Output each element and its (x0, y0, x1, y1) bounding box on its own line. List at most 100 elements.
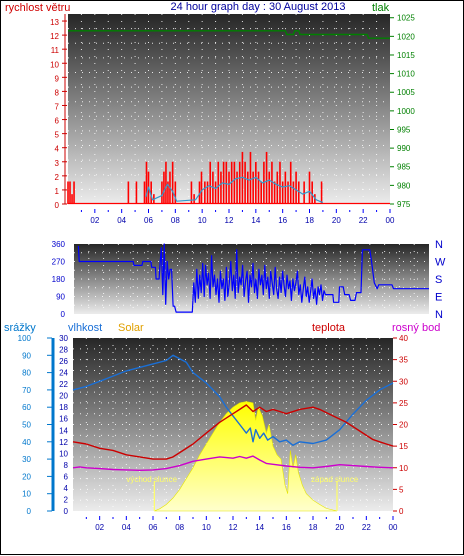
sunset-label: západ slunce (311, 475, 359, 484)
pressure-tick-label: 1015 (397, 51, 415, 60)
humidity-tick-label: 30 (59, 334, 68, 343)
pressure-tick-label: 1005 (397, 88, 415, 97)
direction-degree-label: 90 (56, 293, 65, 302)
humidity-solar-marks: východ slunce západ slunce (72, 354, 394, 512)
pressure-tick-label: 975 (397, 200, 411, 209)
rain-tick-label: 20 (22, 472, 31, 481)
pressure-tick-label: 980 (397, 181, 411, 190)
hour-tick-label: 06 (149, 523, 158, 532)
wind-gust-line (145, 176, 324, 204)
sunrise-label: východ slunce (126, 475, 177, 484)
wind-speed-tick-label: 6 (55, 117, 60, 126)
wind-speed-tick-label: 7 (55, 102, 60, 111)
hour-tick-label: 16 (278, 216, 287, 225)
humidity-tick-label: 10 (59, 449, 68, 458)
temperature-tick-label: 5 (399, 485, 404, 494)
direction-compass-label: W (435, 257, 446, 269)
dewpoint-line (72, 455, 394, 471)
temperature-tick-label: 10 (399, 464, 408, 473)
temperature-tick-label: 40 (399, 334, 408, 343)
wind-speed-tick-label: 9 (55, 74, 60, 83)
rain-tick-label: 30 (22, 455, 31, 464)
wind-direction-marks (77, 243, 429, 313)
temperature-line (72, 404, 394, 460)
pressure-line (68, 30, 390, 39)
rain-tick-label: 60 (22, 403, 31, 412)
humidity-tick-label: 24 (59, 369, 68, 378)
wind-speed-axis-label: rychlost větru (5, 2, 70, 14)
rain-tick-label: 100 (18, 334, 32, 343)
rain-tick-label: 10 (22, 490, 31, 499)
wind-speed-tick-label: 1 (55, 187, 60, 196)
rain-ticks: 0 10 20 30 40 50 60 70 80 90 100 (18, 334, 55, 516)
humidity-tick-label: 0 (64, 507, 69, 516)
hour-tick-label: 04 (117, 216, 126, 225)
direction-compass-label: S (435, 274, 442, 286)
hour-tick-label: 06 (144, 216, 153, 225)
humidity-tick-label: 20 (59, 392, 68, 401)
rain-tick-label: 70 (22, 386, 31, 395)
wind-direction-line (77, 243, 429, 313)
wind-speed-tick-label: 0 (55, 201, 60, 210)
direction-compass-label: N (435, 239, 443, 251)
wind-pressure-hour-ticks: 02 04 06 08 10 12 14 16 18 20 22 00 (80, 209, 395, 225)
humidity-tick-label: 2 (64, 495, 69, 504)
humidity-tick-label: 28 (59, 346, 68, 355)
humidity-tick-label: 6 (64, 472, 69, 481)
hour-tick-label: 00 (389, 523, 398, 532)
dewpoint-axis-label: rosný bod (392, 322, 440, 334)
hour-tick-label: 14 (251, 216, 260, 225)
temperature-tick-label: 25 (399, 399, 408, 408)
rain-tick-label: 50 (22, 421, 31, 430)
hour-tick-label: 08 (175, 523, 184, 532)
hour-tick-label: 12 (225, 216, 234, 225)
humidity-tick-label: 4 (64, 484, 69, 493)
direction-degree-label: 270 (52, 258, 66, 267)
hour-tick-label: 22 (362, 523, 371, 532)
hour-tick-label: 10 (202, 523, 211, 532)
temperature-tick-label: 20 (399, 421, 408, 430)
direction-degree-label: 0 (61, 310, 66, 319)
rain-tick-label: 90 (22, 351, 31, 360)
pressure-tick-label: 1020 (397, 32, 415, 41)
hour-tick-label: 02 (90, 216, 99, 225)
temperature-ticks: 0 5 10 15 20 25 30 35 40 (393, 334, 408, 516)
wind-speed-tick-label: 12 (50, 32, 59, 41)
wind-speed-tick-label: 8 (55, 88, 60, 97)
temperature-tick-label: 35 (399, 356, 408, 365)
solar-axis-label: Solar (118, 322, 144, 334)
wind-speed-tick-label: 4 (55, 145, 60, 154)
hour-tick-label: 20 (335, 523, 344, 532)
temperature-tick-label: 0 (399, 507, 404, 516)
pressure-ticks: 975 980 985 990 995 1000 1005 1010 1015 1020 1025 (390, 14, 415, 209)
humidity-solar-grid (73, 338, 393, 511)
hour-tick-label: 18 (305, 216, 314, 225)
wind-speed-tick-label: 2 (55, 173, 60, 182)
rain-tick-label: 40 (22, 438, 31, 447)
humidity-tick-label: 14 (59, 426, 68, 435)
direction-degree-ticks: 0 90 180 270 360 (52, 240, 66, 319)
pressure-axis-label: tlak (372, 2, 390, 14)
pressure-tick-label: 1010 (397, 70, 415, 79)
wind-speed-tick-label: 3 (55, 159, 60, 168)
rain-tick-label: 80 (22, 369, 31, 378)
hour-tick-label: 10 (198, 216, 207, 225)
humidity-tick-label: 16 (59, 415, 68, 424)
hour-tick-label: 12 (229, 523, 238, 532)
humidity-tick-label: 12 (59, 438, 68, 447)
temperature-tick-label: 30 (399, 377, 408, 386)
direction-compass-label: N (435, 309, 443, 321)
hour-tick-label: 04 (122, 523, 131, 532)
chart-title: 24 hour graph day : 30 August 2013 (171, 1, 346, 13)
pressure-tick-label: 985 (397, 163, 411, 172)
wind-speed-tick-label: 5 (55, 131, 60, 140)
pressure-tick-label: 1025 (397, 14, 415, 23)
hour-tick-label: 08 (171, 216, 180, 225)
wind-speed-tick-label: 11 (51, 46, 60, 55)
humidity-axis-label: vlhkost (68, 322, 102, 334)
